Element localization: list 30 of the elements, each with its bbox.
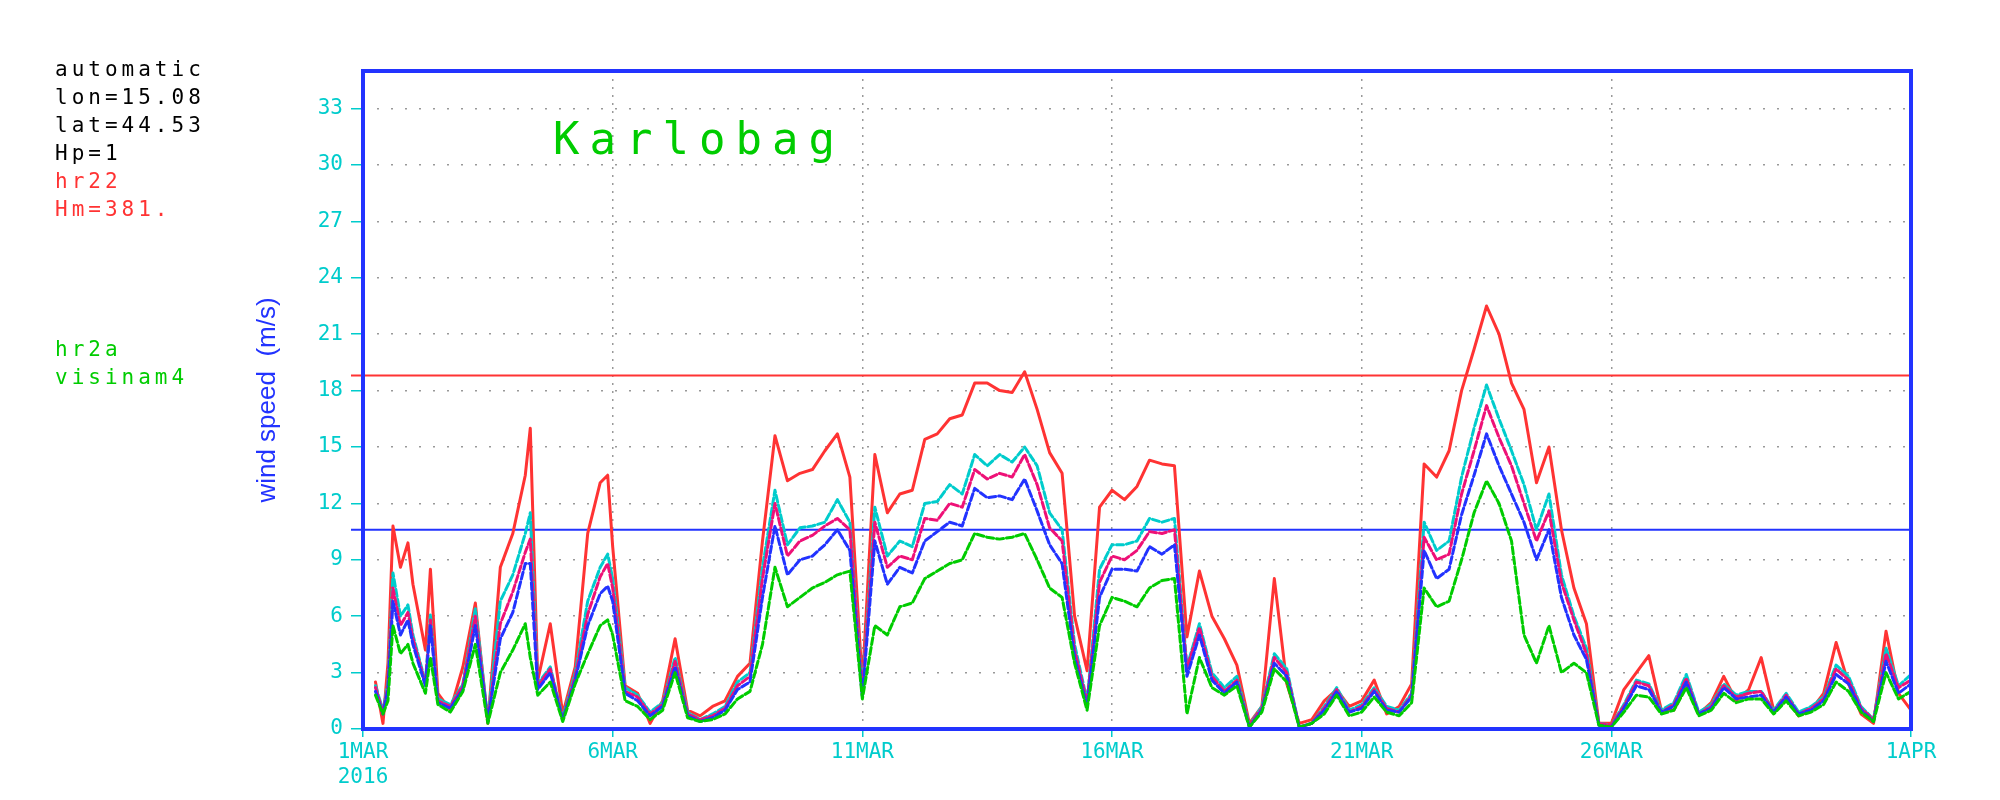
y-tick-label: 9: [330, 546, 343, 571]
text: hr22: [55, 168, 123, 195]
x-tick-label: 16MAR: [1080, 739, 1144, 764]
y-tick-label: 33: [317, 95, 343, 120]
y-tick-label: 27: [317, 207, 343, 232]
y-tick-label: 21: [317, 320, 343, 345]
x-tick-label: 26MAR: [1579, 739, 1644, 764]
text: visinam4: [55, 364, 190, 391]
x-tick-label: 1APR: [1885, 739, 1937, 764]
x-tick-label: 1MAR 2016: [337, 739, 389, 789]
text: Karlobag: [553, 113, 845, 165]
y-tick-label: 12: [317, 489, 343, 514]
y-tick-label: 0: [330, 715, 343, 740]
text: lat=44.53: [55, 112, 205, 139]
y-tick-label: 24: [317, 264, 343, 289]
y-axis-title: wind speed (m/s): [250, 297, 281, 504]
y-tick-label: 3: [330, 659, 343, 684]
text: lon=15.08: [55, 84, 205, 111]
text: hr2a: [55, 336, 123, 363]
text: Hm=381.: [55, 196, 173, 223]
y-tick-label: 15: [317, 433, 343, 458]
x-tick-label: 6MAR: [587, 739, 639, 764]
y-tick-label: 18: [317, 377, 343, 402]
y-tick-label: 6: [330, 602, 343, 627]
y-tick-label: 30: [317, 151, 343, 176]
text: automatic: [55, 56, 205, 83]
line-series: [373, 479, 1911, 729]
text: Hp=1: [55, 140, 123, 167]
x-tick-label: 21MAR: [1330, 739, 1394, 764]
x-tick-label: 11MAR: [830, 739, 895, 764]
